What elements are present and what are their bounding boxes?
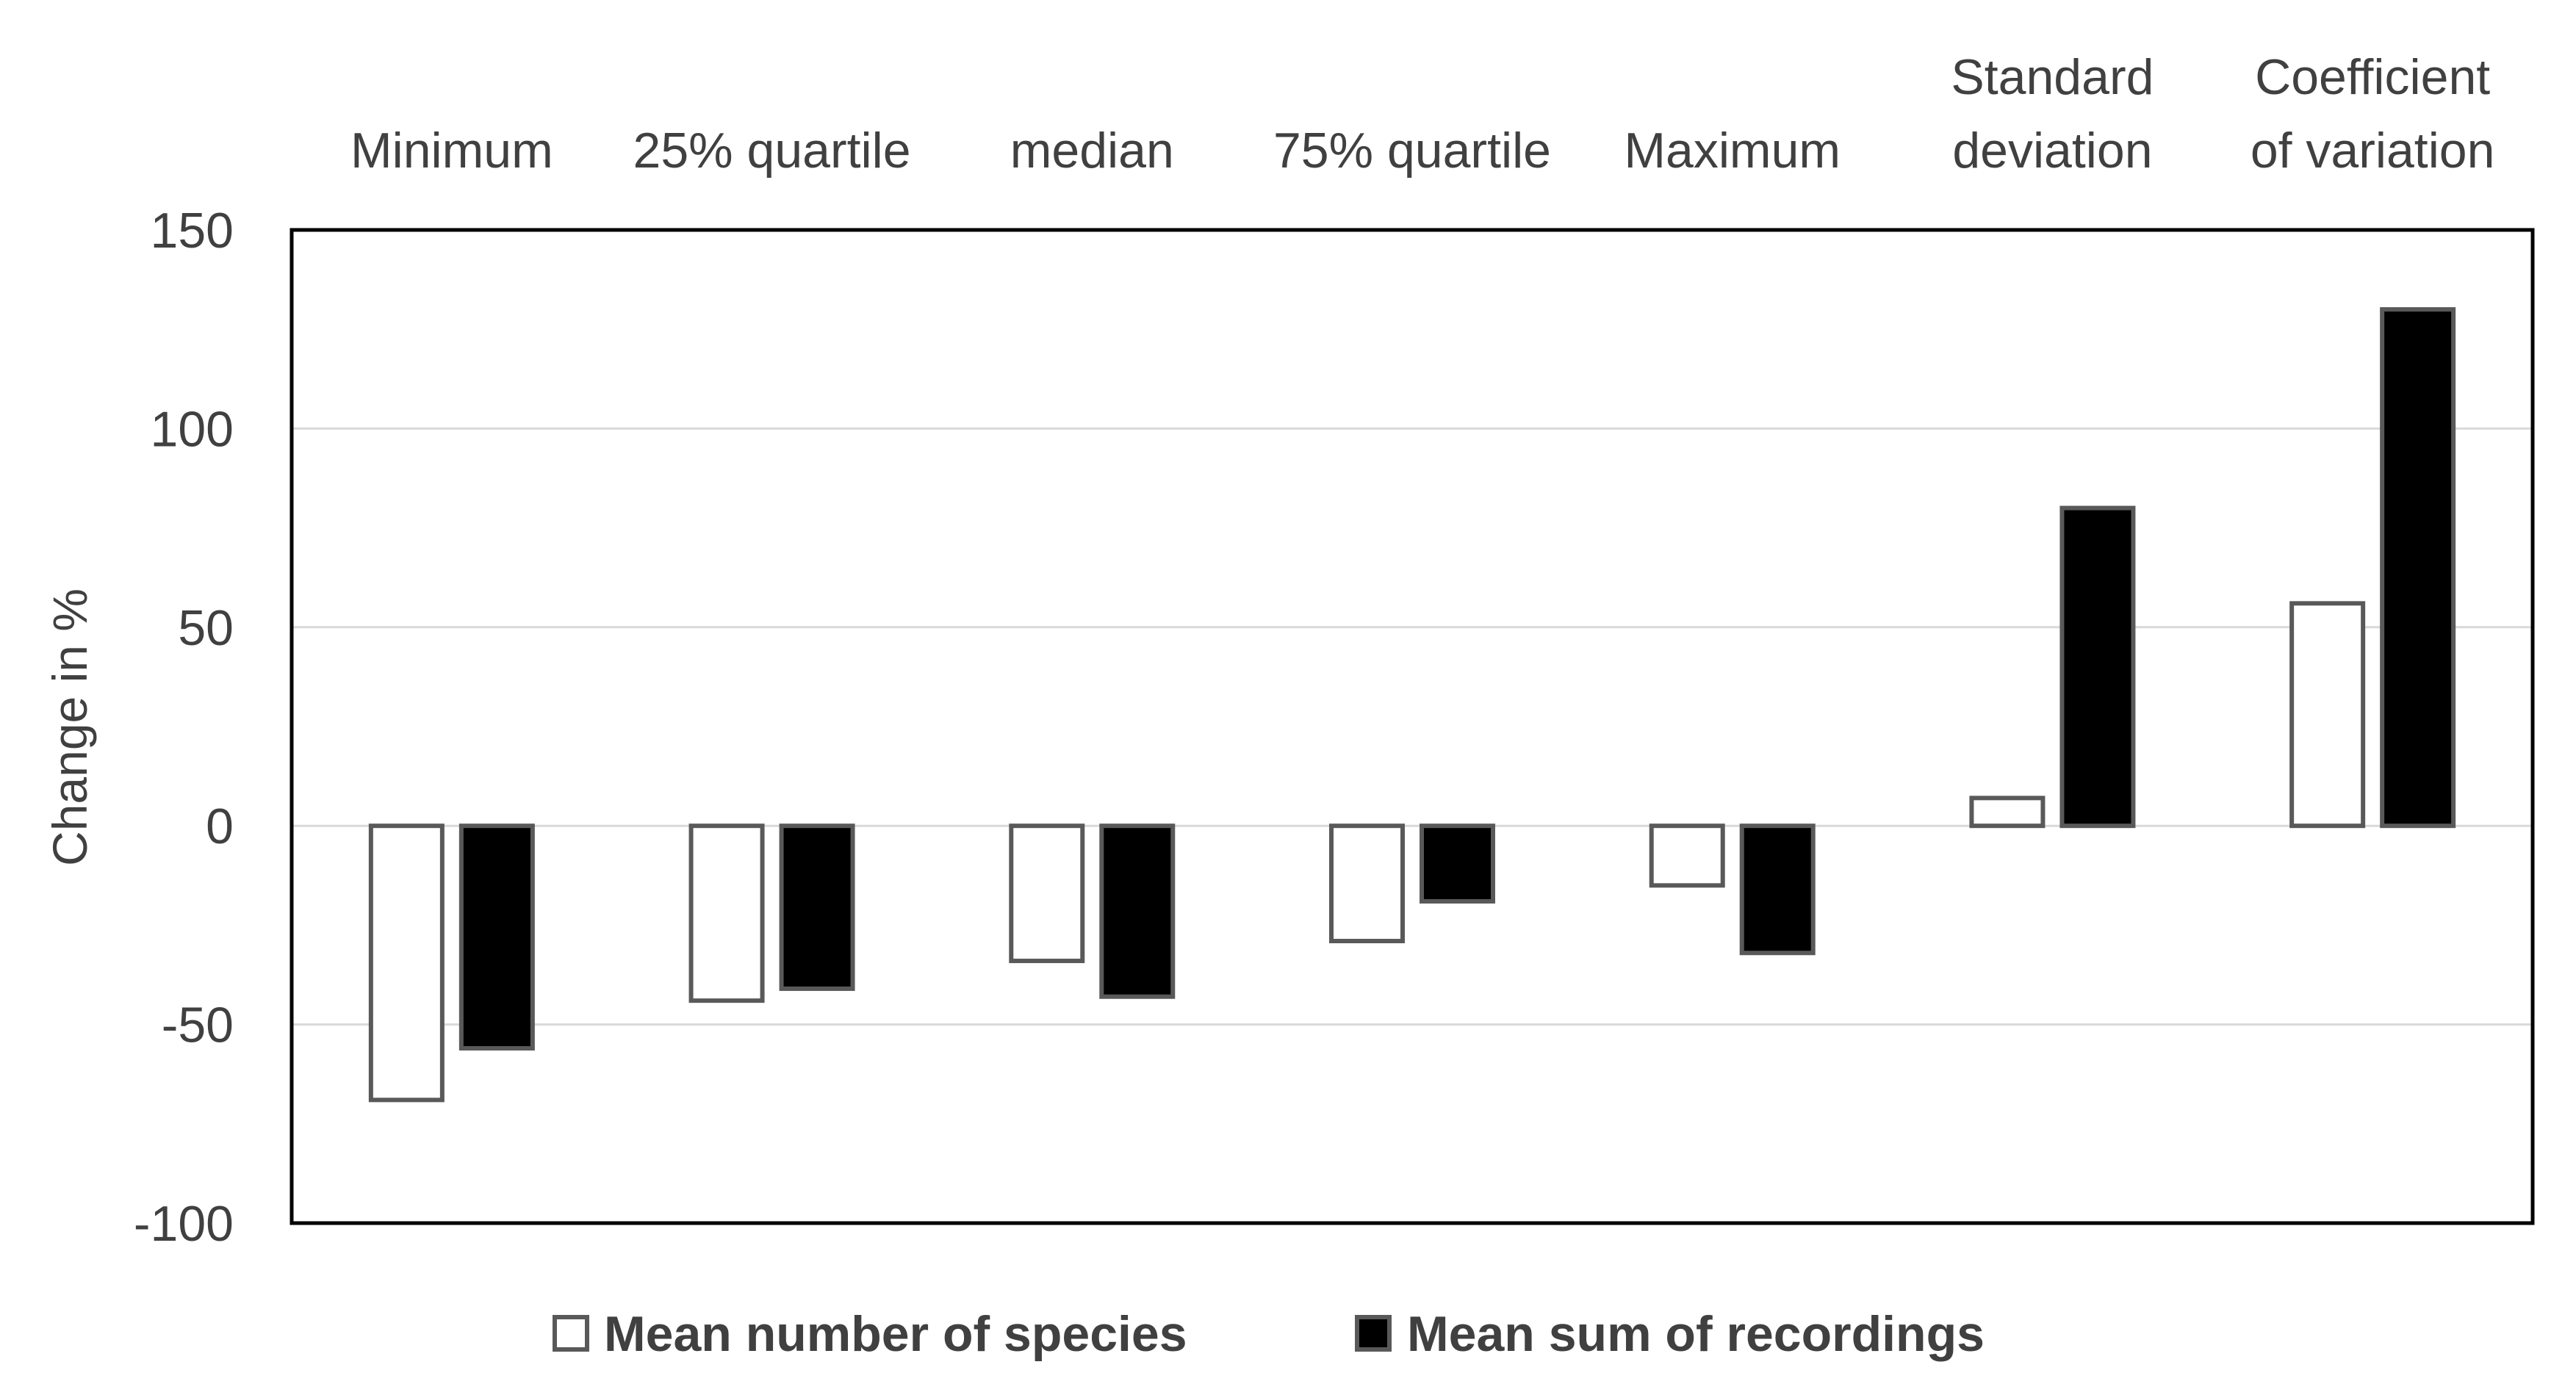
bar-recordings [2059, 505, 2136, 829]
bar-species [1649, 823, 1725, 888]
plot-area-border [289, 228, 2535, 1225]
bar-recordings [1420, 823, 1495, 904]
y-tick-label: 50 [178, 600, 234, 656]
bar-species [688, 823, 765, 1003]
bar-species [1009, 823, 1085, 964]
category-label: 75% quartile [1273, 123, 1551, 179]
category-label: deviation [1952, 123, 2152, 179]
bar-species [2289, 601, 2366, 829]
legend-swatch [553, 1315, 589, 1352]
legend: Mean number of species Mean sum of record… [553, 1306, 1985, 1362]
bar-species [1969, 796, 2046, 829]
category-label: 25% quartile [633, 123, 911, 179]
bar-species [368, 823, 445, 1103]
bar-recordings [779, 823, 855, 991]
y-tick-label: 0 [206, 799, 234, 854]
category-label: Minimum [350, 123, 553, 179]
bar-species [1329, 823, 1405, 944]
y-axis-title: Change in % [43, 588, 97, 866]
category-label: median [1010, 123, 1174, 179]
legend-label: Mean sum of recordings [1407, 1306, 1985, 1362]
legend-label: Mean number of species [604, 1306, 1187, 1362]
bar-recordings [1099, 823, 1176, 999]
y-tick-label: -50 [162, 998, 234, 1053]
y-tick-label: -100 [134, 1196, 234, 1252]
category-label: Maximum [1624, 123, 1841, 179]
bar-recordings [458, 823, 535, 1051]
legend-swatch [1355, 1315, 1392, 1352]
category-labels: Minimum 25% quartile median 75% quartile Max… [350, 49, 2495, 179]
bar-recordings [2380, 307, 2456, 829]
y-axis-ticks: -100 -50 0 50 100 150 [134, 203, 234, 1252]
y-tick-label: 100 [151, 401, 234, 457]
gridlines [292, 427, 2533, 1026]
y-tick-label: 150 [151, 203, 234, 259]
bars [368, 307, 2456, 1103]
bar-recordings [1739, 823, 1816, 956]
category-label: Standard [1951, 49, 2154, 105]
category-label: Coefficient [2255, 49, 2490, 105]
category-label: of variation [2251, 123, 2495, 179]
